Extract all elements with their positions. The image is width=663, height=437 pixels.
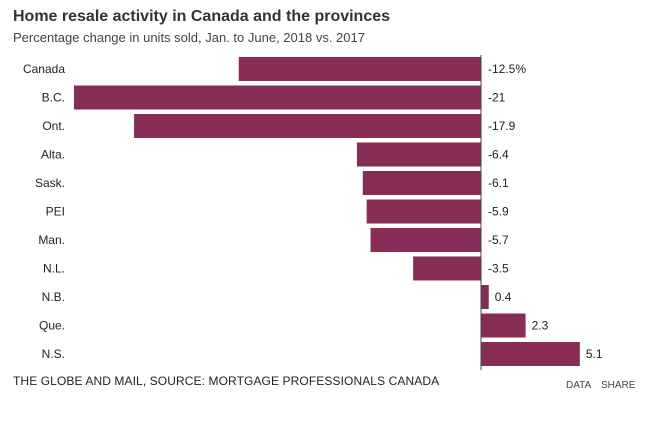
bar-canada xyxy=(238,57,481,81)
category-label: Alta. xyxy=(41,148,65,162)
value-label: -6.4 xyxy=(488,148,509,162)
value-label: 5.1 xyxy=(586,347,603,361)
bar-alta xyxy=(356,142,481,167)
bar-man xyxy=(370,228,481,252)
category-label: Sask. xyxy=(35,176,65,190)
bar-nb xyxy=(481,285,489,309)
share-button[interactable]: SHARE xyxy=(600,380,636,391)
category-label: N.S. xyxy=(42,347,65,361)
value-label: -12.5% xyxy=(488,62,526,76)
value-label: 0.4 xyxy=(495,290,512,304)
value-label: -17.9 xyxy=(488,119,516,133)
category-label: PEI xyxy=(46,205,65,219)
value-label: -3.5 xyxy=(488,262,509,276)
category-label: B.C. xyxy=(42,91,65,105)
bar-sask xyxy=(362,171,481,195)
bar-pei xyxy=(366,199,481,224)
bar-ns xyxy=(481,342,580,366)
data-button[interactable]: DATA xyxy=(566,380,592,391)
category-label: Man. xyxy=(38,233,65,247)
chart-subtitle: Percentage change in units sold, Jan. to… xyxy=(13,30,365,45)
category-label: N.L. xyxy=(43,262,65,276)
bar-nl xyxy=(413,256,481,281)
category-label: Que. xyxy=(39,319,65,333)
source-credit: THE GLOBE AND MAIL, SOURCE: MORTGAGE PRO… xyxy=(13,374,440,388)
category-label: Ont. xyxy=(42,119,65,133)
bar-que xyxy=(481,313,526,338)
value-label: -5.7 xyxy=(488,233,509,247)
value-label: -5.9 xyxy=(488,205,509,219)
bar-ont xyxy=(134,114,482,138)
value-label: 2.3 xyxy=(532,319,549,333)
chart-actions: DATA SHARE xyxy=(566,380,642,391)
category-label: N.B. xyxy=(42,290,65,304)
category-label: Canada xyxy=(23,62,65,76)
chart-title: Home resale activity in Canada and the p… xyxy=(13,8,391,25)
value-label: -6.1 xyxy=(488,176,509,190)
value-label: -21 xyxy=(488,91,506,105)
bar-bc xyxy=(74,85,481,110)
